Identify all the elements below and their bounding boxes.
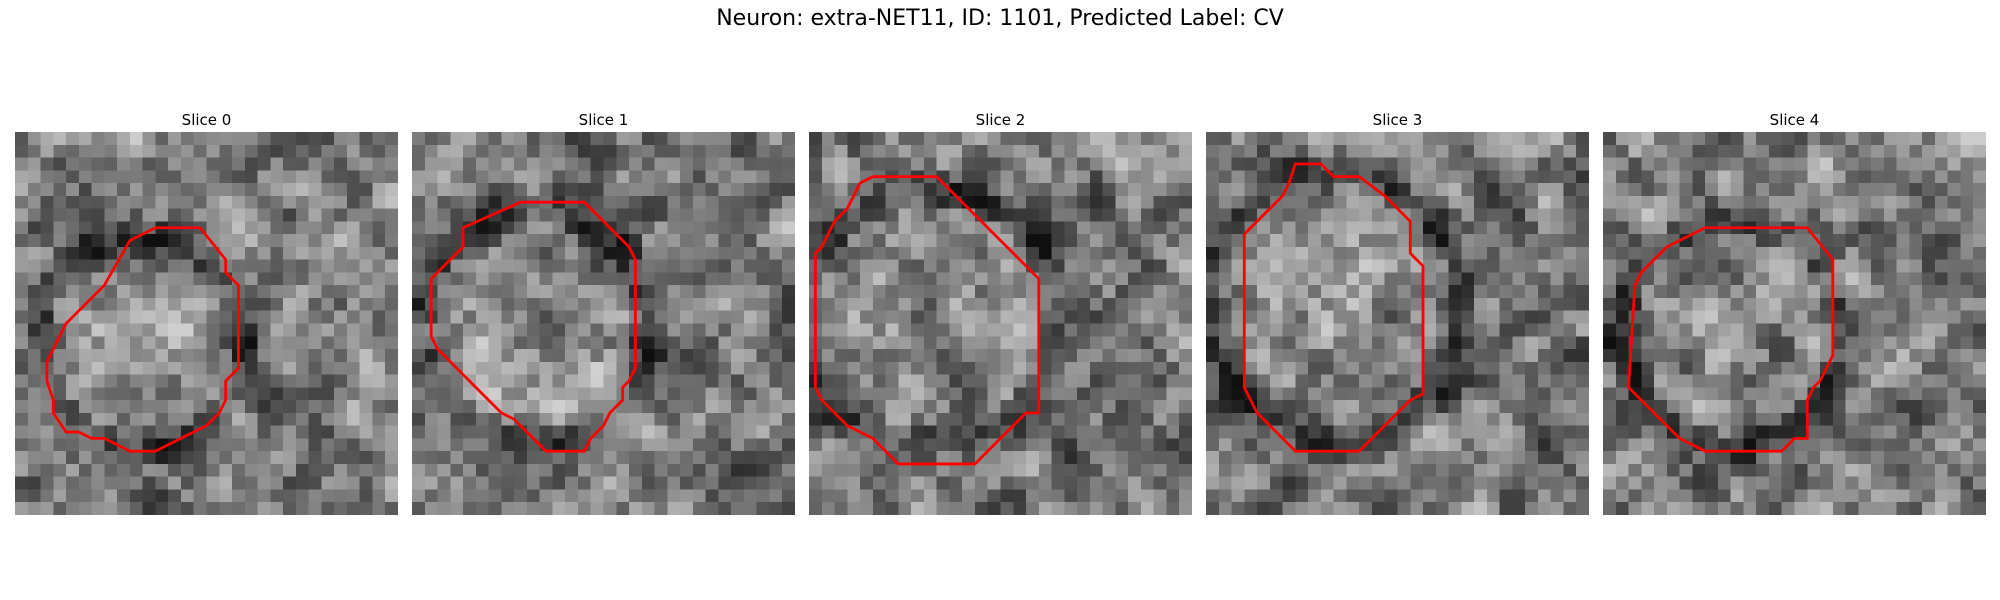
micrograph-pixels	[412, 132, 795, 515]
slice-image-2	[809, 132, 1192, 515]
micrograph-pixels	[809, 132, 1192, 515]
slice-image-3	[1206, 132, 1589, 515]
slice-title-4: Slice 4	[1769, 111, 1820, 129]
slice-image-4	[1603, 132, 1986, 515]
soma-contour	[1627, 226, 1835, 453]
slice-panel-4: Slice 4	[1603, 108, 1986, 515]
soma-contour	[45, 226, 240, 453]
slice-image-1	[412, 132, 795, 515]
slice-title-0: Slice 0	[181, 111, 232, 129]
slice-title-3: Slice 3	[1372, 111, 1423, 129]
micrograph-pixels	[1206, 132, 1589, 515]
figure-title: Neuron: extra-NET11, ID: 1101, Predicted…	[716, 6, 1284, 31]
slice-title-2: Slice 2	[975, 111, 1026, 129]
slice-panel-0: Slice 0	[15, 108, 398, 515]
slice-panel-3: Slice 3	[1206, 108, 1589, 515]
micrograph-pixels	[1603, 132, 1986, 515]
slice-panel-2: Slice 2	[809, 108, 1192, 515]
micrograph-pixels	[15, 132, 398, 515]
slice-image-0	[15, 132, 398, 515]
slice-title-1: Slice 1	[578, 111, 629, 129]
soma-contour	[1242, 162, 1425, 453]
soma-contour	[813, 175, 1041, 466]
slice-panel-1: Slice 1	[412, 108, 795, 515]
soma-contour	[429, 200, 637, 453]
